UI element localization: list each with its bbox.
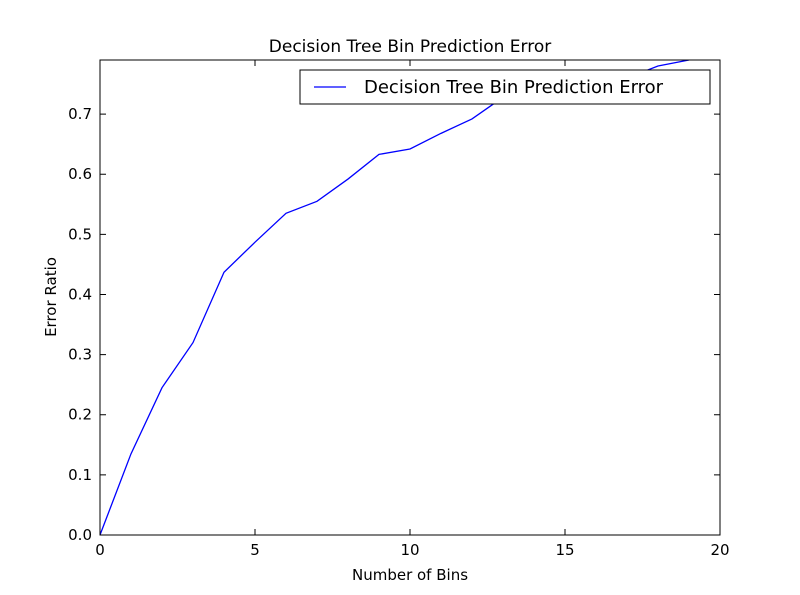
- data-point: [471, 117, 474, 120]
- data-point: [657, 65, 660, 68]
- chart-title: Decision Tree Bin Prediction Error: [269, 37, 551, 57]
- data-point: [347, 178, 350, 181]
- plot-area: [99, 59, 721, 536]
- y-tick-label: 0.4: [68, 285, 92, 303]
- y-tick-label: 0.2: [68, 406, 92, 424]
- data-point: [285, 212, 288, 215]
- legend-box: [299, 69, 711, 105]
- legend-label: Decision Tree Bin Prediction Error: [364, 77, 664, 98]
- plot-frame: [99, 59, 721, 536]
- x-tick-label: 15: [555, 541, 574, 559]
- data-point: [440, 132, 443, 135]
- y-tick-label: 0.7: [68, 105, 92, 123]
- x-tick-label: 10: [400, 541, 419, 559]
- data-point: [254, 241, 257, 244]
- y-tick-label: 0.0: [68, 526, 92, 544]
- data-point: [316, 200, 319, 203]
- x-axis-label: Number of Bins: [352, 566, 468, 584]
- data-point: [409, 147, 412, 150]
- data-point: [192, 341, 195, 344]
- y-tick-label: 0.6: [68, 165, 92, 183]
- y-tick-label: 0.1: [68, 466, 92, 484]
- y-tick-label: 0.5: [68, 225, 92, 243]
- data-point: [130, 452, 133, 455]
- x-tick-label: 0: [95, 541, 105, 559]
- x-tick-label: 20: [710, 541, 729, 559]
- data-point: [161, 386, 164, 389]
- series-line: [100, 60, 690, 535]
- axis-ticks: 0 5 10 15 20 0.0 0.1 0.2 0.3 0.4 0.5 0.6 0.7: [68, 60, 730, 559]
- data-point: [223, 271, 226, 274]
- y-axis-label: Error Ratio: [42, 257, 60, 337]
- legend: Decision Tree Bin Prediction Error: [299, 69, 711, 105]
- y-tick-label: 0.3: [68, 346, 92, 364]
- data-point: [378, 153, 381, 156]
- x-tick-label: 5: [250, 541, 260, 559]
